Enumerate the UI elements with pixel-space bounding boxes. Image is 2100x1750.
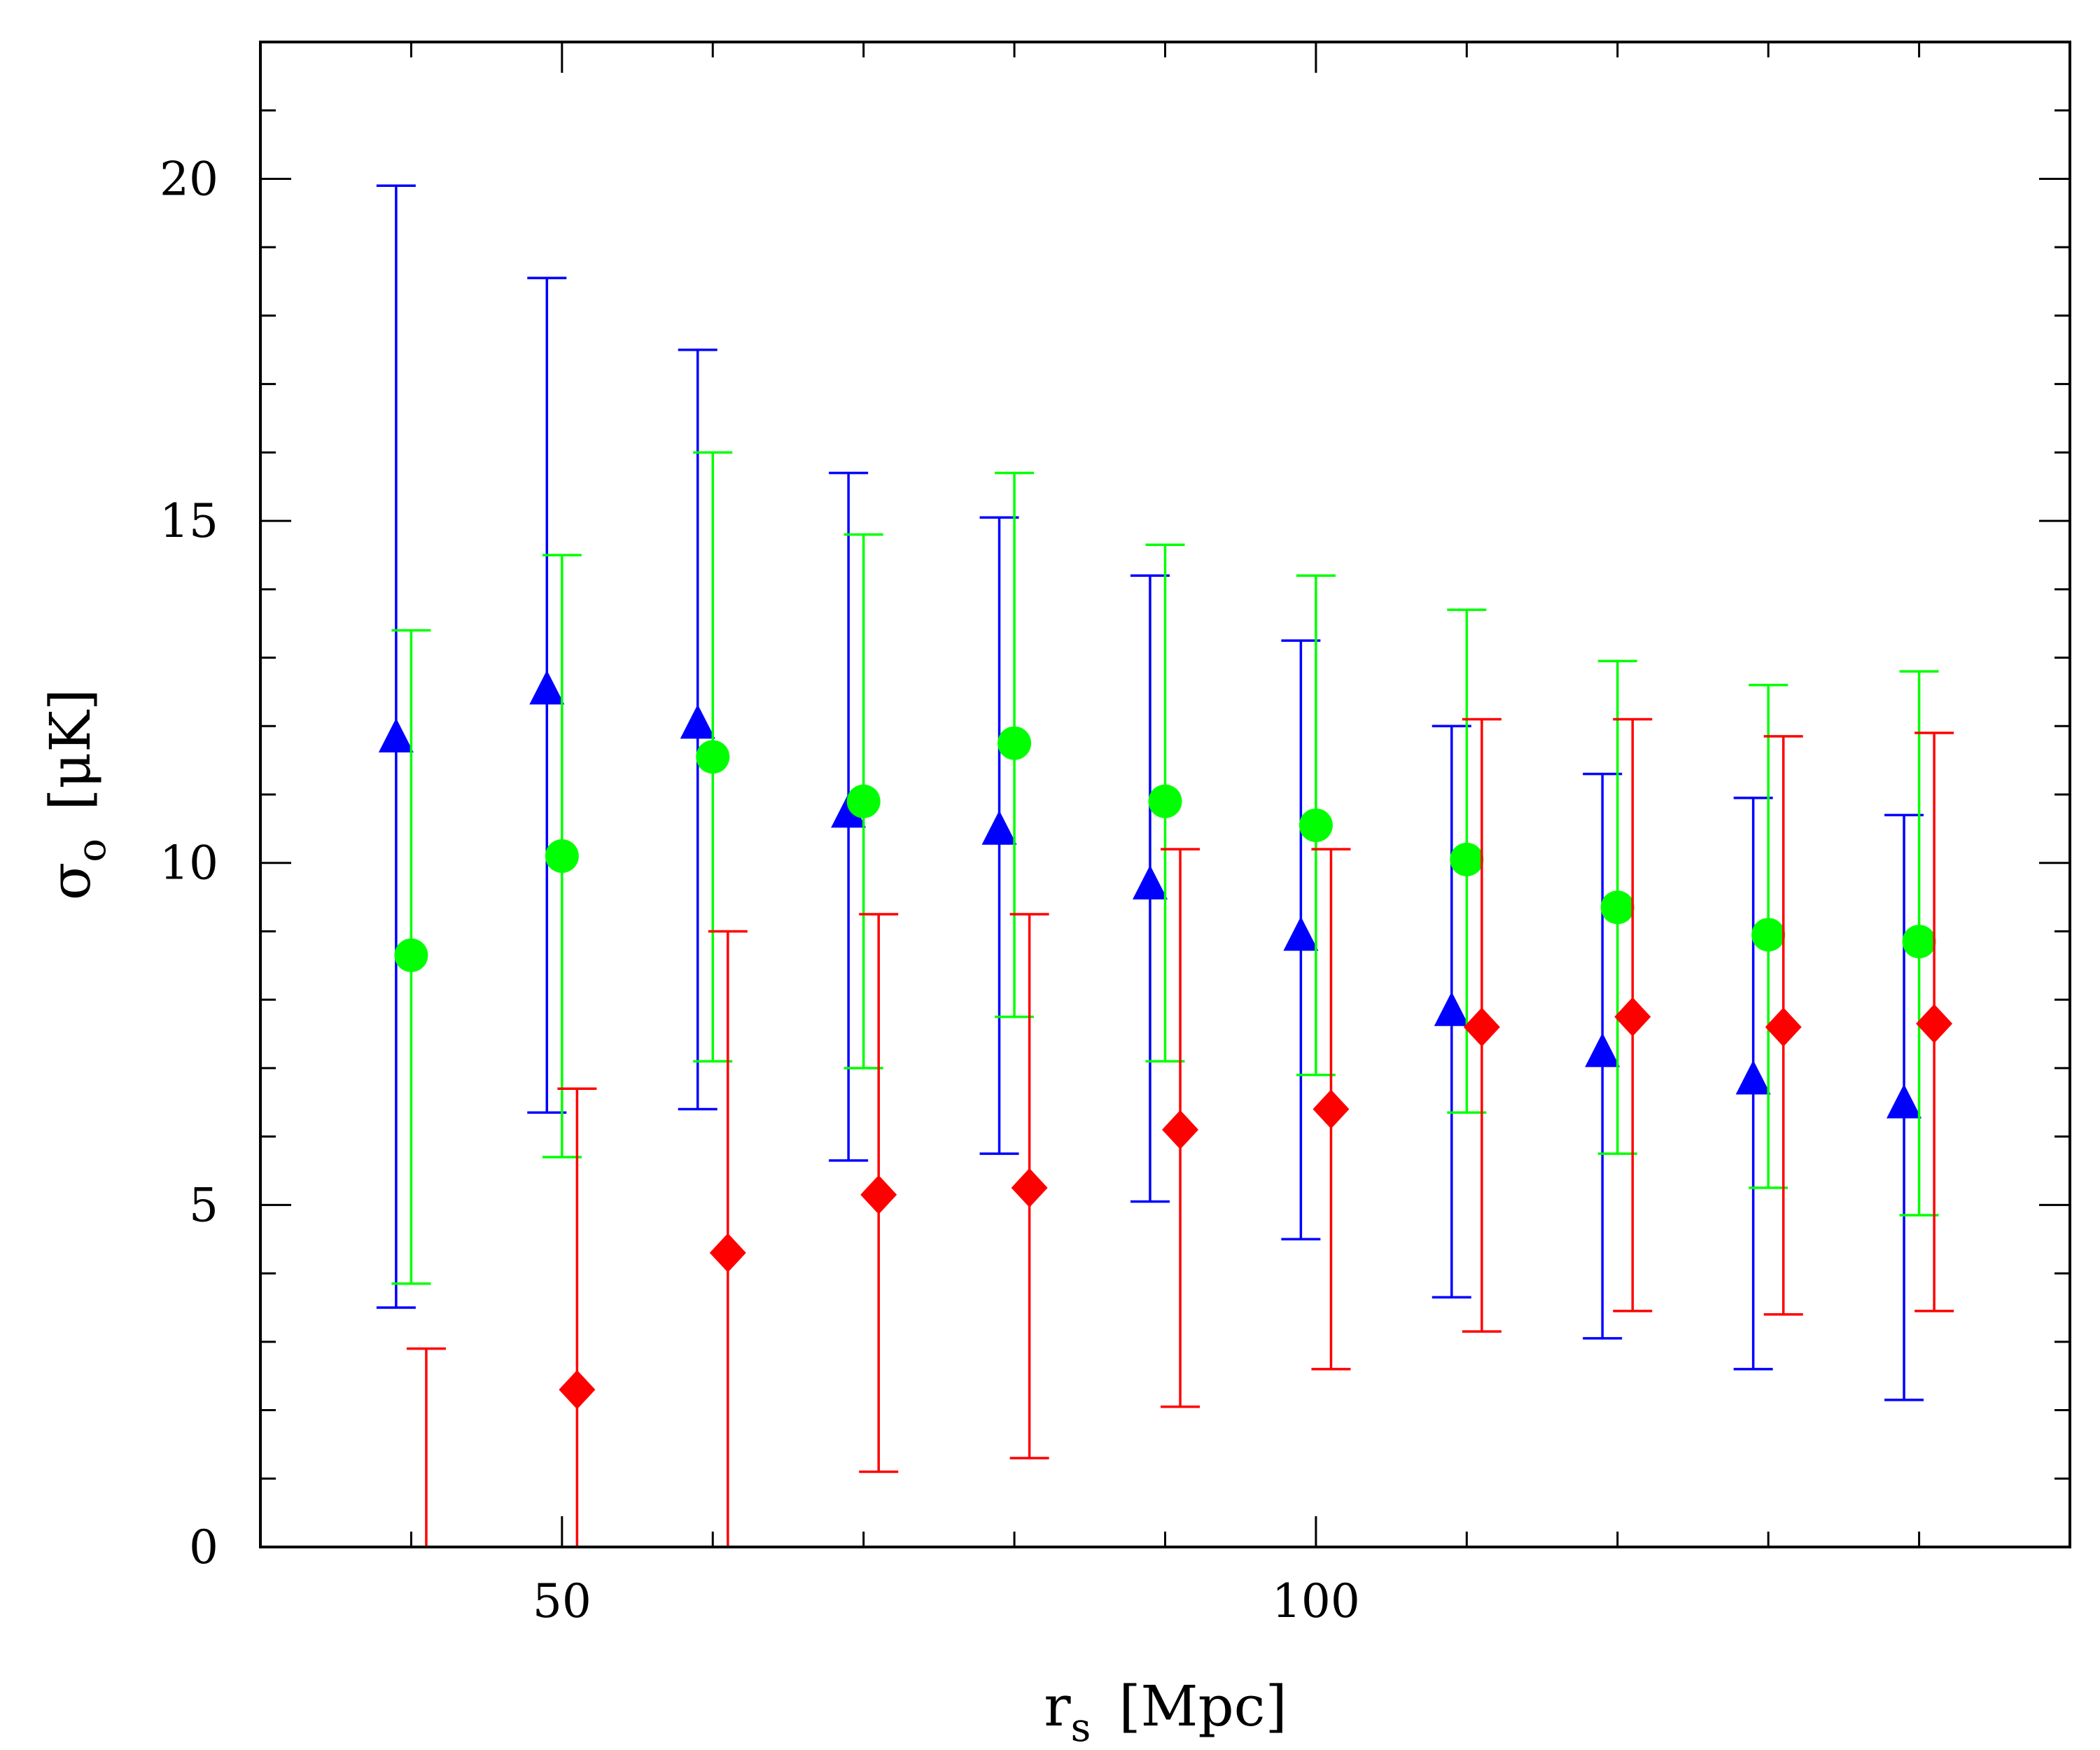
y-axis-subscript: o <box>69 839 115 862</box>
data-point-circle <box>1902 925 1936 959</box>
data-point-circle <box>545 839 579 873</box>
data-point-triangle <box>1132 864 1168 899</box>
data-point-triangle <box>1434 991 1469 1026</box>
data-point-circle <box>1751 918 1786 952</box>
axis-ticks <box>260 42 2070 1547</box>
data-point-triangle <box>529 670 565 705</box>
axis-tick-labels: 50 100 0 5 10 15 20 <box>160 152 1360 1628</box>
data-point-circle <box>1298 808 1333 842</box>
data-point-diamond <box>408 1555 444 1594</box>
data-point-triangle <box>680 704 715 739</box>
plot-frame <box>259 41 2071 1548</box>
series-circles <box>391 451 1939 1285</box>
data-point-triangle <box>831 793 867 828</box>
data-point-circle <box>1600 890 1634 925</box>
data-point-diamond <box>1765 1007 1802 1047</box>
data-point-triangle <box>1886 1084 1922 1119</box>
y-tick-label: 10 <box>160 836 218 890</box>
data-point-diamond <box>1614 997 1651 1037</box>
data-point-diamond <box>1011 1168 1048 1208</box>
y-tick-label: 15 <box>160 494 218 548</box>
data-point-diamond <box>1463 1007 1500 1047</box>
y-tick-label: 5 <box>189 1178 218 1232</box>
x-tick-label: 100 <box>1272 1574 1360 1628</box>
data-point-circle <box>997 726 1032 760</box>
x-tick-label: 50 <box>533 1574 592 1628</box>
data-point-triangle <box>981 810 1017 845</box>
y-tick-label: 20 <box>160 152 218 206</box>
data-point-diamond <box>860 1175 897 1214</box>
x-axis-main: r <box>1044 1674 1071 1739</box>
data-point-circle <box>1450 842 1484 876</box>
y-axis-main: σ <box>38 862 103 901</box>
data-point-circle <box>1148 784 1182 818</box>
data-point-diamond <box>559 1370 596 1410</box>
data-point-triangle <box>1585 1032 1620 1068</box>
series-layer <box>376 184 1954 1594</box>
x-axis-unit: [Mpc] <box>1119 1674 1287 1739</box>
series-triangles <box>376 184 1924 1401</box>
series-diamonds <box>406 718 1954 1594</box>
data-point-diamond <box>1162 1110 1199 1149</box>
data-point-diamond <box>1312 1089 1350 1129</box>
x-axis-title: rs [Mpc] <box>1044 1674 1287 1750</box>
x-axis-subscript: s <box>1071 1705 1091 1750</box>
y-tick-label: 0 <box>189 1520 218 1574</box>
y-axis-title: σo [μK] <box>38 689 115 901</box>
data-point-circle <box>846 784 881 818</box>
data-point-circle <box>696 740 730 774</box>
data-point-diamond <box>1916 1004 1953 1044</box>
data-point-circle <box>394 938 428 972</box>
data-point-diamond <box>709 1233 746 1273</box>
data-point-triangle <box>1283 916 1319 951</box>
y-axis-unit: [μK] <box>38 689 103 811</box>
data-point-triangle <box>1735 1060 1771 1095</box>
data-point-triangle <box>378 718 414 752</box>
